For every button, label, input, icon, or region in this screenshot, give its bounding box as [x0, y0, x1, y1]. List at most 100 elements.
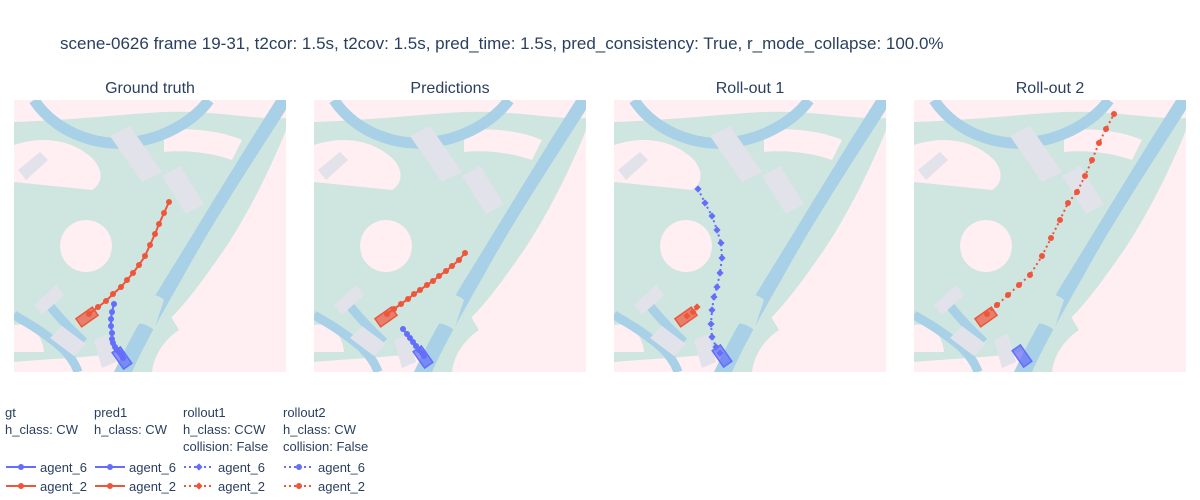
agent-2-point — [1065, 200, 1071, 206]
legend-marker — [107, 483, 113, 489]
legend-group-label: h_class: CW — [94, 422, 167, 437]
agent-2-point — [1005, 292, 1011, 298]
legend-swatch — [184, 463, 214, 471]
legend-swatch — [184, 482, 214, 490]
subplot-title-rollout-1: Roll-out 1 — [715, 80, 785, 97]
agent-2-point — [430, 278, 436, 284]
agent-2-point — [1096, 140, 1102, 146]
agent-6-point — [108, 316, 114, 322]
agent-6-box-rollout-2 — [1011, 343, 1033, 369]
legend-swatch — [284, 464, 314, 470]
agent-6-point — [694, 185, 702, 193]
agent-2-point — [1089, 157, 1095, 163]
legend-item-label: agent_2 — [218, 479, 265, 494]
agent-2-point — [693, 303, 701, 311]
agent-6-point — [712, 343, 720, 351]
agent-2-point — [1103, 126, 1109, 132]
legend-group-label: collision: False — [183, 439, 269, 454]
agent-2-point — [456, 257, 462, 263]
legend-swatch — [284, 483, 314, 489]
subplot-0-traces — [86, 199, 172, 361]
agent-2-point — [156, 221, 162, 227]
agent-2-point — [443, 268, 449, 274]
agent-2-point — [103, 298, 109, 304]
legend-group-pred1[interactable]: pred1 h_class: CW agent_6 agent_2 — [94, 404, 176, 494]
legend-group-rollout2[interactable]: rollout2 h_class: CW collision: False agent… — [283, 404, 369, 494]
agent-2-point — [405, 296, 411, 302]
agent-2-point — [689, 308, 697, 316]
figure-title: scene-0626 frame 19-31, t2cor: 1.5s, t2c… — [60, 34, 944, 53]
legend-marker — [18, 483, 24, 489]
legend-marker — [195, 463, 203, 471]
agent-2-point — [118, 284, 124, 290]
legend-group-label: collision: False — [283, 439, 369, 454]
agent-6-point — [109, 330, 115, 336]
legend-group-label: h_class: CW — [283, 422, 356, 437]
agent-2-point — [1111, 111, 1117, 117]
subplot-rollout-1-map — [614, 100, 892, 372]
agent-2-point — [142, 253, 148, 259]
figure-canvas[interactable] — [0, 0, 1200, 400]
agent-2-point — [95, 304, 101, 310]
subplot-3-traces — [984, 111, 1117, 317]
legend-swatch — [95, 464, 125, 470]
agent-2-point — [1057, 217, 1063, 223]
agent-2-point — [166, 199, 172, 205]
legend-group-label: rollout1 — [183, 405, 226, 420]
agent-2-point — [147, 242, 153, 248]
agent-2-point — [130, 270, 136, 276]
agent-2-point — [161, 210, 167, 216]
trajectory-traces — [86, 111, 1117, 361]
agent-2-point — [683, 312, 691, 320]
legend-group-label: h_class: CW — [5, 422, 78, 437]
agent-2-point — [411, 291, 417, 297]
agent-6-point — [710, 293, 718, 301]
agent-6-point — [708, 306, 716, 314]
agent-2-point — [424, 282, 430, 288]
legend-swatch — [95, 483, 125, 489]
subplot-1-traces — [384, 250, 468, 359]
agent-2-point — [417, 287, 423, 293]
legend-item-label: agent_2 — [40, 479, 87, 494]
agent-2-point — [1074, 189, 1080, 195]
agent-2-point — [449, 263, 455, 269]
agent-2-point — [136, 262, 142, 268]
agent-2-point — [462, 250, 468, 256]
legend-group-rollout1[interactable]: rollout1 h_class: CCW collision: False agen… — [183, 404, 269, 494]
agent-6-point — [421, 353, 427, 359]
legend-group-gt[interactable]: gt h_class: CW agent_6 agent_2 — [5, 404, 87, 494]
agent-6-point — [713, 283, 721, 291]
agent-6-point — [701, 199, 709, 207]
agent-6-point — [109, 309, 115, 315]
agent-6-point — [713, 226, 721, 234]
legend-swatch — [6, 483, 36, 489]
agent-2-box-rollout-2 — [973, 306, 999, 328]
agent-6-point — [708, 333, 716, 341]
agent-2-point — [384, 311, 390, 317]
agent-6-point — [108, 323, 114, 329]
agent-6-point — [718, 254, 726, 262]
legend-item-label: agent_6 — [129, 460, 176, 475]
agent-2-point — [1027, 272, 1033, 278]
subplot-2-traces — [683, 185, 726, 357]
legend-group-label: gt — [5, 405, 16, 420]
legend-marker — [18, 464, 24, 470]
legend-item-label: agent_6 — [318, 460, 365, 475]
agent-2-point — [1082, 173, 1088, 179]
agent-2-point — [391, 306, 397, 312]
agent-2-point — [398, 301, 404, 307]
legend-item-label: agent_6 — [218, 460, 265, 475]
agent-6-point — [400, 326, 406, 332]
agent-2-point — [152, 231, 158, 237]
legend-item-label: agent_2 — [129, 479, 176, 494]
legend-marker — [107, 464, 113, 470]
agent-6-point — [120, 355, 126, 361]
agent-2-point — [436, 273, 442, 279]
agent-6-point — [707, 320, 715, 328]
legend-swatch — [6, 464, 36, 470]
agent-6-point — [717, 239, 725, 247]
agent-2-point — [1048, 235, 1054, 241]
agent-6-point — [716, 269, 724, 277]
subplot-title-ground-truth: Ground truth — [105, 80, 195, 97]
agent-6-point — [111, 301, 117, 307]
